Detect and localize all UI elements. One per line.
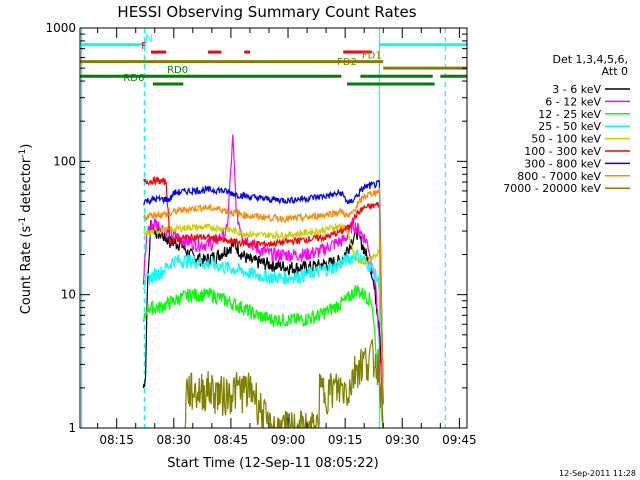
series-line (143, 179, 384, 405)
legend-header: Att 0 (602, 65, 628, 78)
chart-title: HESSI Observing Summary Count Rates (117, 3, 416, 21)
series-line (143, 187, 384, 405)
series-line (142, 285, 384, 428)
plot-frame (79, 27, 468, 429)
flag-label-fd1: FD1 (362, 51, 382, 62)
flag-label-rd6: RD6 (123, 73, 144, 84)
legend-label: 3 - 6 keV (552, 83, 601, 96)
y-axis-label-sup2: -1 (18, 149, 28, 158)
x-tick-label: 08:45 (214, 433, 249, 447)
y-axis-label-sup1: -1 (18, 217, 28, 226)
series-group (142, 134, 384, 428)
x-tick-label: 09:45 (442, 433, 477, 447)
x-tick-label: 08:30 (156, 433, 191, 447)
flag-label-rd0: RD0 (167, 65, 188, 76)
legend-label: 25 - 50 keV (538, 120, 601, 133)
legend-label: 6 - 12 keV (545, 95, 601, 108)
x-tick-label: 09:30 (385, 433, 420, 447)
y-axis-label-main: Count Rate (s (19, 226, 34, 315)
y-axis-label-mid: detector (19, 157, 34, 217)
plot-area: NF FD1 FD2 RD0 RD6 (80, 28, 467, 428)
series-line (143, 222, 384, 405)
legend-header: Det 1,3,4,5,6, (552, 53, 628, 66)
series-line (184, 339, 384, 428)
legend-label: 50 - 100 keV (531, 133, 601, 146)
legend-label: 300 - 800 keV (524, 157, 601, 170)
x-tick-label: 08:15 (99, 433, 134, 447)
legend-label: 7000 - 20000 keV (503, 182, 601, 195)
flag-label-fd2: FD2 (337, 57, 357, 68)
state-flags: NF FD1 FD2 RD0 RD6 (80, 34, 467, 86)
series-line (143, 175, 384, 405)
y-axis-label: Count Rate (s-1 detector-1) (18, 144, 34, 315)
legend-label: 800 - 7000 keV (517, 170, 601, 183)
y-tick-label: 1 (68, 421, 76, 435)
legend-label: 12 - 25 keV (538, 108, 601, 121)
flag-label-n: N (145, 34, 152, 45)
y-axis: 1 10 100 1000 (45, 21, 467, 435)
x-axis: 08:15 08:30 08:45 09:00 09:15 09:30 09:45 (97, 28, 477, 447)
y-tick-label: 1000 (45, 21, 76, 35)
timestamp: 12-Sep-2011 11:28 (559, 469, 636, 478)
x-tick-label: 09:00 (271, 433, 306, 447)
flag-label-f: F (141, 41, 147, 52)
vertical-markers (81, 28, 446, 428)
y-tick-label: 10 (61, 288, 76, 302)
y-tick-label: 100 (53, 154, 76, 168)
x-axis-label: Start Time (12-Sep-11 08:05:22) (167, 456, 378, 471)
series-line (142, 134, 384, 405)
y-axis-label-end: ) (19, 144, 34, 149)
x-tick-label: 09:15 (328, 433, 363, 447)
series-line (142, 249, 384, 405)
legend-label: 100 - 300 keV (524, 145, 601, 158)
